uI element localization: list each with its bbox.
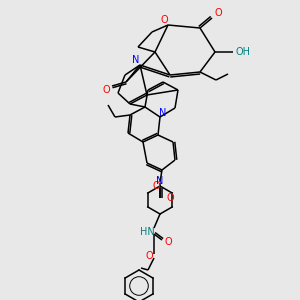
- Text: O: O: [164, 237, 172, 247]
- Text: O: O: [160, 15, 168, 25]
- Text: O: O: [152, 181, 160, 191]
- Text: O: O: [214, 8, 222, 18]
- Text: HN: HN: [140, 227, 154, 237]
- Text: N: N: [132, 55, 140, 65]
- Text: OH: OH: [236, 47, 250, 57]
- Text: N: N: [156, 176, 164, 186]
- Text: N: N: [159, 108, 167, 118]
- Text: O: O: [102, 85, 110, 95]
- Text: O: O: [145, 251, 153, 261]
- Text: O: O: [166, 193, 174, 203]
